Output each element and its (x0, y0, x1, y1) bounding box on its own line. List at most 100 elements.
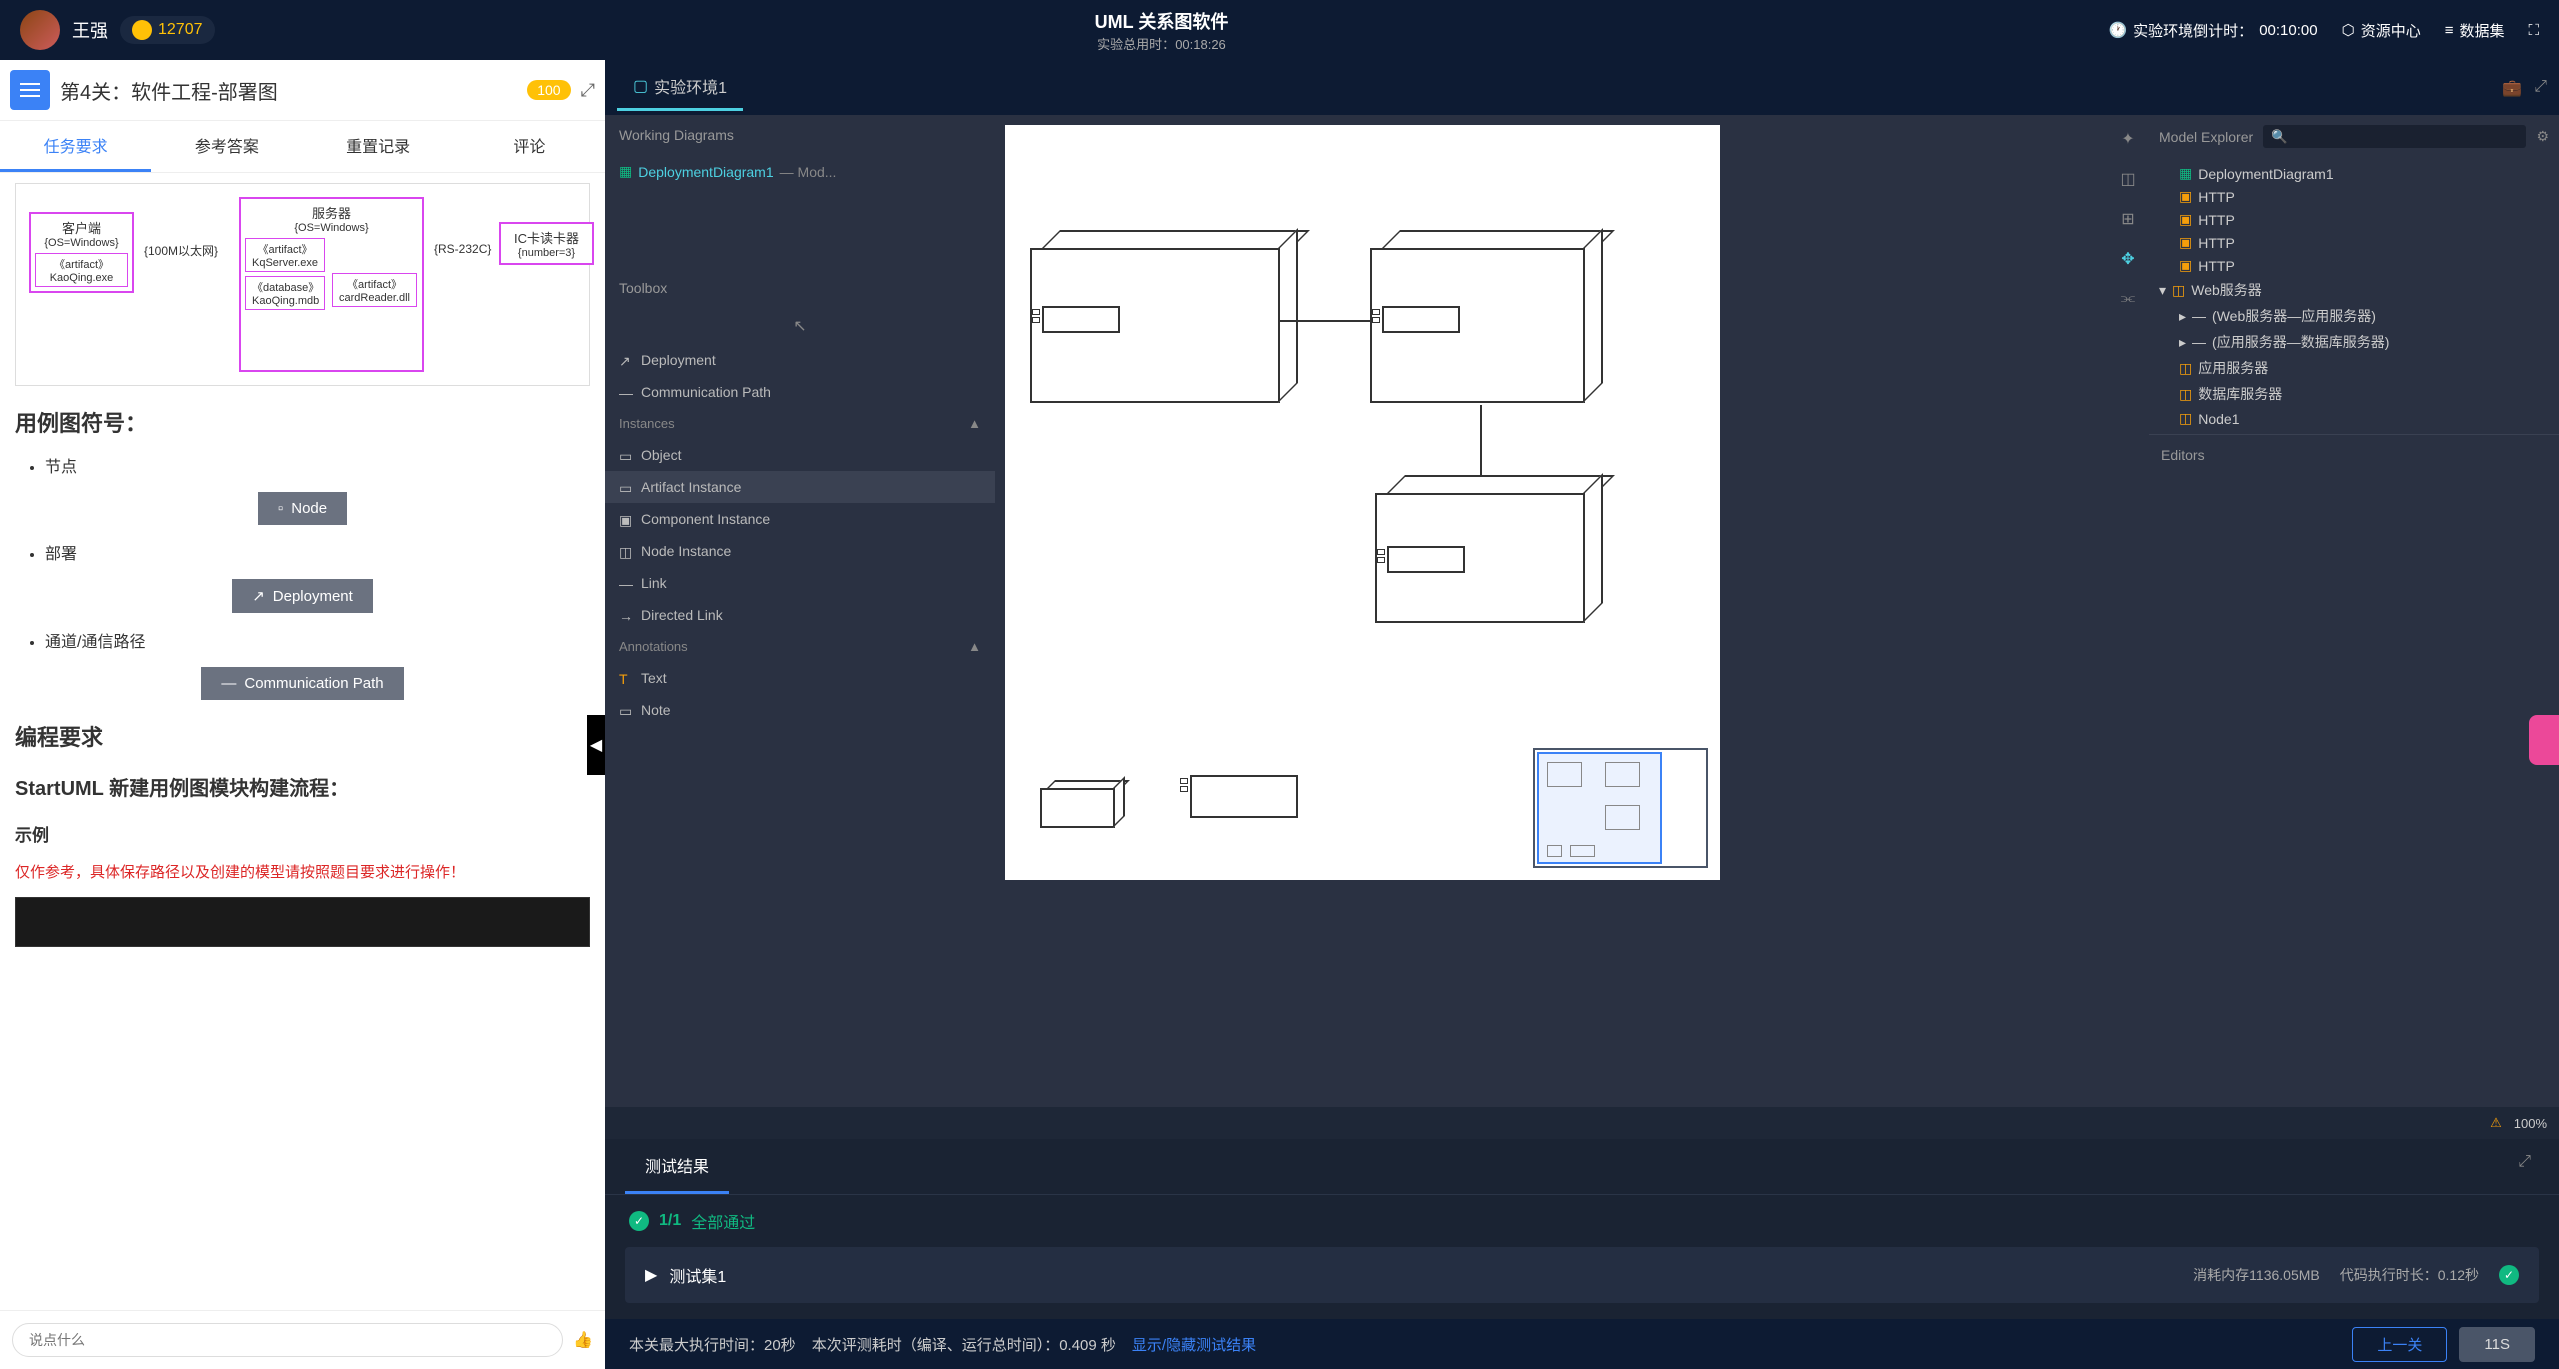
tool-object[interactable]: ▭Object (605, 439, 995, 471)
editors-label: Editors (2149, 434, 2559, 475)
toggle-results-link[interactable]: 显示/隐藏测试结果 (1132, 1334, 1256, 1355)
chevron-right-icon: ▸ (2179, 334, 2186, 351)
tool-note[interactable]: ▭Note (605, 694, 995, 726)
port-icon: ▣ (2179, 234, 2192, 251)
tree-item[interactable]: ▸—(Web服务器—应用服务器) (2159, 303, 2549, 329)
coin-badge[interactable]: 12707 (120, 16, 215, 44)
chevron-down-icon: ▾ (2159, 282, 2166, 299)
object-icon: ▭ (619, 448, 633, 462)
view-icon[interactable]: ◫ (2114, 165, 2142, 193)
share-icon[interactable]: ⫘ (2114, 285, 2142, 313)
tab-comments[interactable]: 评论 (454, 121, 605, 172)
dataset-link[interactable]: ≡ 数据集 (2445, 20, 2505, 41)
countdown-button[interactable]: 11S (2459, 1327, 2535, 1362)
tree-item[interactable]: ◫应用服务器 (2159, 355, 2549, 381)
tool-artifact-instance[interactable]: ▭Artifact Instance (605, 471, 995, 503)
node-type-icon: ◫ (2179, 410, 2192, 427)
all-pass-label: 全部通过 (691, 1209, 755, 1233)
tab-requirements[interactable]: 任务要求 (0, 121, 151, 172)
env-tab-1[interactable]: ▢ 实验环境1 (617, 64, 743, 111)
exec-time: 代码执行时长：0.12秒 (2340, 1265, 2479, 1285)
node-type-icon: ◫ (2179, 386, 2192, 403)
port-icon: ▣ (2179, 188, 2192, 205)
subtitle: StartUML 新建用例图模块构建流程： (15, 772, 590, 801)
minimap[interactable] (1533, 748, 1708, 868)
test-row[interactable]: ▶ 测试集1 消耗内存1136.05MB 代码执行时长：0.12秒 ✓ (625, 1247, 2539, 1303)
explorer-title: Model Explorer (2159, 129, 2253, 145)
artifact-icon: ▭ (619, 480, 633, 494)
eval-time-label: 本次评测耗时（编译、运行总时间）：0.409 秒 (812, 1334, 1116, 1355)
node-db-title: 数据库服务器 (1377, 495, 1583, 531)
gear-icon[interactable]: ⚙ (2536, 128, 2549, 145)
tab-reset[interactable]: 重置记录 (303, 121, 454, 172)
list-item: 部署 (45, 540, 590, 564)
tool-directed-link[interactable]: →Directed Link (605, 599, 995, 631)
line-icon: — (221, 675, 236, 692)
clock-icon: 🕐 (2108, 21, 2127, 39)
feedback-tab[interactable] (2529, 715, 2559, 765)
category-annotations[interactable]: Annotations▲ (605, 631, 995, 662)
coin-count: 12707 (158, 21, 203, 39)
tree-item[interactable]: ▣HTTP (2159, 254, 2549, 277)
chevron-right-icon: ▸ (2179, 308, 2186, 325)
warning-icon[interactable]: ⚠ (2490, 1115, 2502, 1131)
tool-deployment[interactable]: ↗Deployment (605, 344, 995, 376)
node-label: 这个是Node (1045, 750, 1120, 770)
task-title: 第4关：软件工程-部署图 (60, 76, 517, 105)
tool-node-instance[interactable]: ◫Node Instance (605, 535, 995, 567)
diagram-canvas[interactable]: Web服务器 HTTP 应用服务器 (1005, 125, 1720, 880)
collapse-handle[interactable]: ◀ (587, 715, 605, 775)
tool-text[interactable]: TText (605, 662, 995, 694)
diagram-tab[interactable]: ▦ DeploymentDiagram1 — Mod... (605, 155, 995, 188)
thumb-up-区icon[interactable]: 👍 (573, 1330, 593, 1350)
comment-input[interactable] (12, 1323, 563, 1357)
connector-line (1480, 405, 1482, 475)
app-title: UML 关系图软件 (1095, 8, 1229, 34)
expand-results-icon[interactable]: ⤢ (2510, 1139, 2539, 1194)
score-badge: 100 (527, 80, 570, 100)
tree-item[interactable]: ▦DeploymentDiagram1 (2159, 162, 2549, 185)
tool-link[interactable]: —Link (605, 567, 995, 599)
briefcase-icon[interactable]: 💼 (2502, 78, 2522, 98)
max-time-label: 本关最大执行时间：20秒 (629, 1334, 796, 1355)
tool-comm-path[interactable]: —Communication Path (605, 376, 995, 408)
tree-item[interactable]: ▾◫Web服务器 (2159, 277, 2549, 303)
memory-usage: 消耗内存1136.05MB (2193, 1265, 2320, 1285)
tree-item[interactable]: ▣HTTP (2159, 231, 2549, 254)
cube-icon: ⬡ (2342, 21, 2355, 39)
monitor-icon: ▢ (633, 76, 648, 96)
tree-item[interactable]: ▸—(应用服务器—数据库服务器) (2159, 329, 2549, 355)
prev-button[interactable]: 上一关 (2352, 1327, 2447, 1362)
avatar[interactable] (20, 10, 60, 50)
tree-item[interactable]: ▣HTTP (2159, 185, 2549, 208)
text-icon: T (619, 671, 633, 685)
node-tool-button: ▫Node (258, 492, 347, 525)
warning-note: 仅作参考，具体保存路径以及创建的模型请按照题目要求进行操作！ (15, 861, 590, 882)
menu-button[interactable] (10, 70, 50, 110)
requirements-heading: 编程要求 (15, 720, 590, 752)
tree-item[interactable]: ◫数据库服务器 (2159, 381, 2549, 407)
search-input[interactable] (2263, 125, 2526, 148)
move-icon[interactable]: ✥ (2114, 245, 2142, 273)
expand-icon[interactable]: ⤢ (581, 80, 595, 101)
tree-item[interactable]: ◫Node1 (2159, 407, 2549, 430)
database-icon: ≡ (2445, 22, 2454, 39)
check-icon: ✓ (629, 1211, 649, 1231)
test-count: 1/1 (659, 1212, 681, 1230)
puzzle-icon[interactable]: ✦ (2114, 125, 2142, 153)
tree-item[interactable]: ▣HTTP (2159, 208, 2549, 231)
deployment-tool-button: ↗Deployment (232, 579, 373, 613)
tab-answer[interactable]: 参考答案 (151, 121, 302, 172)
node-type-icon: ◫ (2179, 360, 2192, 377)
category-instances[interactable]: Instances▲ (605, 408, 995, 439)
cursor-icon[interactable]: ↖ (605, 308, 995, 344)
result-tab[interactable]: 测试结果 (625, 1139, 729, 1194)
tool-component-instance[interactable]: ▣Component Instance (605, 503, 995, 535)
resource-center-link[interactable]: ⬡ 资源中心 (2342, 20, 2421, 41)
video-thumbnail[interactable] (15, 897, 590, 947)
expand-env-icon[interactable]: ⤢ (2534, 78, 2547, 98)
relation-icon: — (2192, 308, 2206, 324)
align-icon[interactable]: ⊞ (2114, 205, 2142, 233)
nodeinst-icon: ◫ (619, 544, 633, 558)
fullscreen-icon[interactable]: ⛶ (2528, 22, 2539, 39)
